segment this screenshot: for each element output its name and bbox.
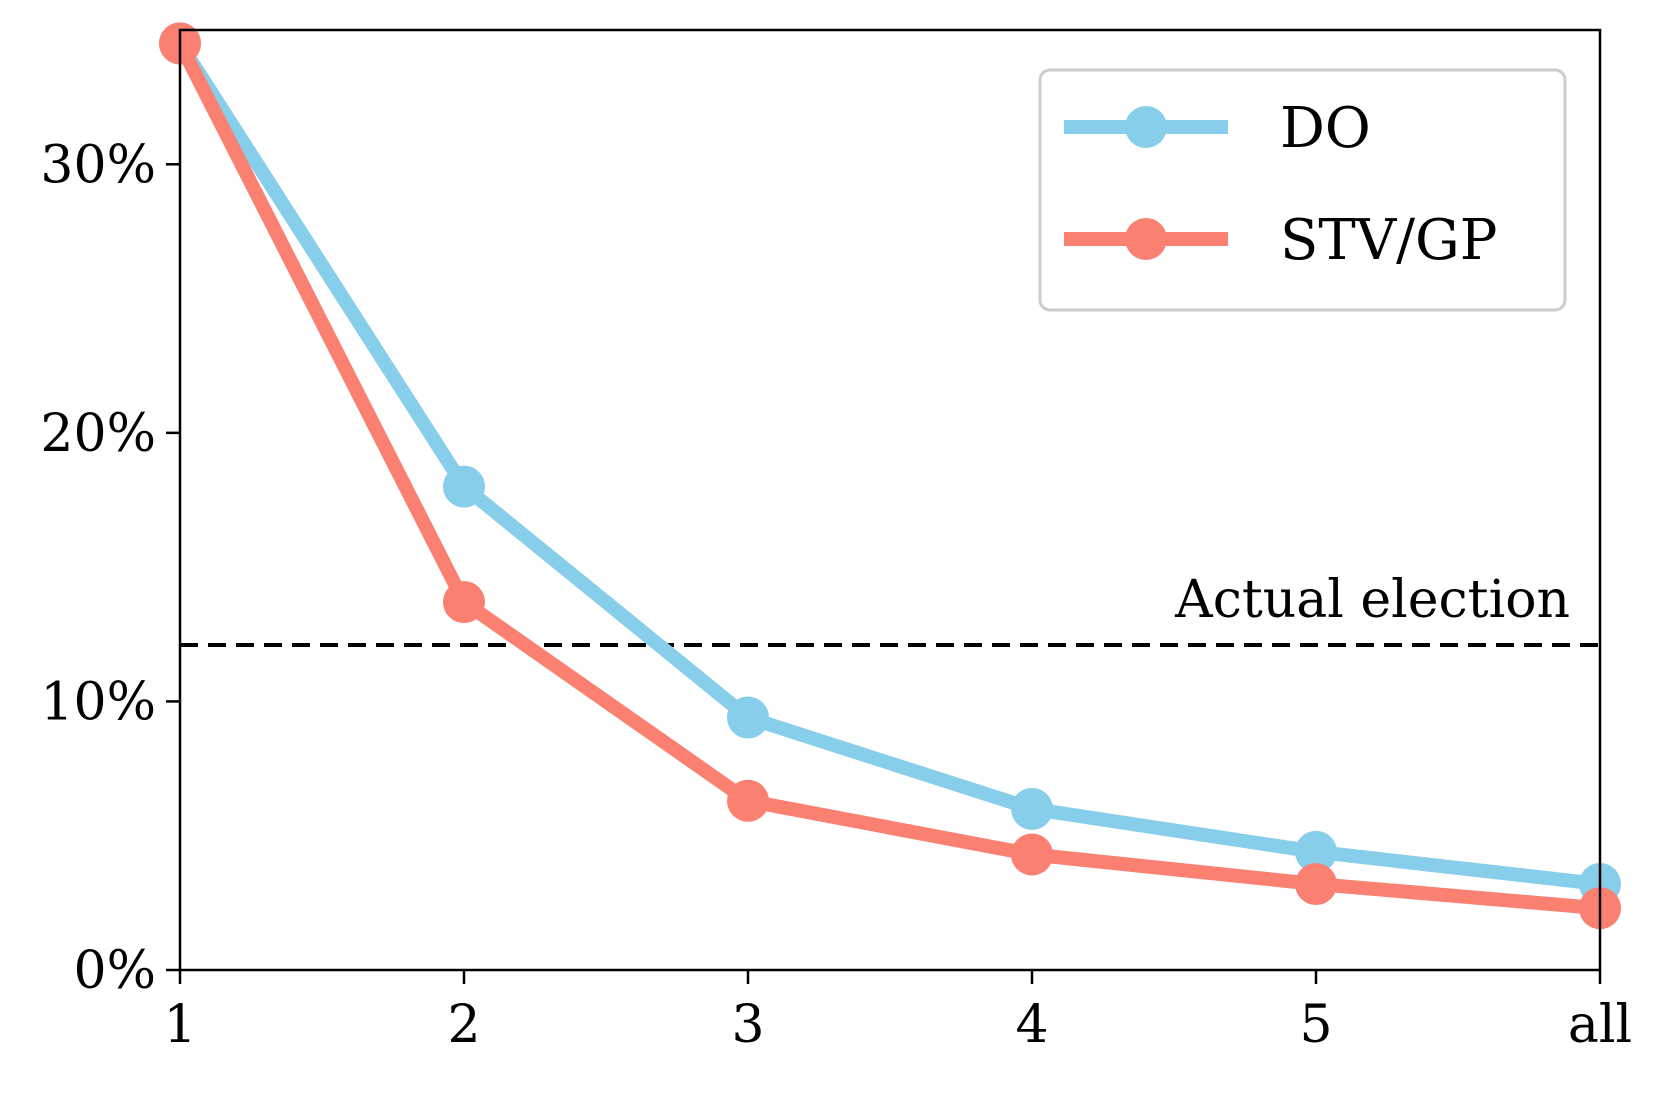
y-axis: 0% 10% 20% 30% — [40, 135, 180, 1001]
reference-line-group: Actual election — [180, 570, 1600, 648]
data-point — [443, 465, 485, 508]
data-point — [1295, 863, 1337, 906]
data-point — [1295, 830, 1337, 873]
axes-frame — [178, 28, 1602, 972]
x-tick-label: 5 — [1299, 995, 1332, 1055]
x-tick-label: 3 — [731, 995, 764, 1055]
legend-swatch-marker — [1125, 218, 1167, 260]
x-tick-label: all — [1568, 995, 1632, 1055]
y-tick-label: 30% — [40, 135, 156, 195]
legend-label: STV/GP — [1280, 208, 1497, 273]
x-tick-label: 1 — [163, 995, 196, 1055]
series-line — [173, 36, 1607, 892]
series-line — [173, 36, 1607, 916]
data-point — [1011, 833, 1053, 876]
legend-swatch-marker — [1125, 106, 1167, 148]
x-axis: 1 2 3 4 5 all — [163, 970, 1632, 1055]
reference-line-label: Actual election — [1174, 570, 1570, 630]
series-group — [159, 22, 1621, 930]
data-point — [1011, 787, 1053, 830]
x-tick-label: 4 — [1015, 995, 1048, 1055]
y-tick-label: 20% — [40, 404, 156, 464]
x-tick-label: 2 — [447, 995, 480, 1055]
y-tick-label: 0% — [74, 941, 157, 1001]
data-point — [727, 696, 769, 739]
legend: DO STV/GP — [1038, 68, 1567, 312]
legend-label: DO — [1280, 96, 1371, 161]
data-point — [443, 581, 485, 624]
data-point — [727, 779, 769, 822]
y-tick-label: 10% — [40, 672, 156, 732]
